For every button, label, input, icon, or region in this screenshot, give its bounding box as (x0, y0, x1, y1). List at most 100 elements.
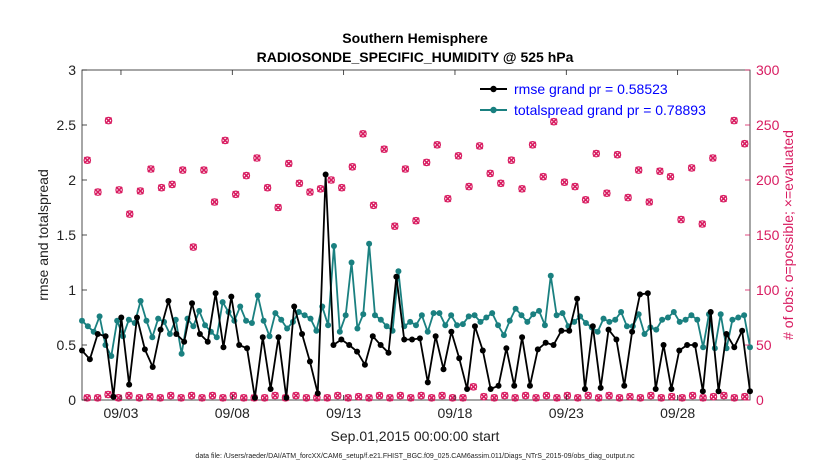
obs-lower-marker-possible (469, 382, 478, 391)
obs-lower-marker-evaluated (605, 392, 613, 400)
obs-lower-marker-possible (302, 393, 311, 402)
rmse-point (456, 355, 463, 362)
y-left-tick-label: 0 (68, 392, 76, 408)
obs-lower-marker-possible (730, 393, 739, 402)
totalspread-point (594, 328, 601, 335)
obs-upper-marker-possible (603, 189, 611, 198)
totalspread-point (272, 310, 279, 317)
obs-lower-marker-possible (406, 393, 415, 402)
rmse-point (668, 386, 675, 392)
obs-upper-marker-evaluated (465, 183, 473, 191)
obs-lower-marker-evaluated (615, 394, 624, 402)
y-left-tick-label: 0.5 (57, 337, 77, 353)
obs-lower-marker-evaluated (365, 394, 373, 402)
obs-upper-marker-possible (295, 179, 304, 188)
rmse-point (283, 394, 290, 401)
obs-upper-marker-evaluated (94, 188, 102, 196)
rmse-point (189, 300, 196, 307)
rmse-point (464, 386, 471, 392)
totalspread-point (149, 334, 156, 341)
totalspread-point (284, 325, 291, 332)
obs-lower-marker-evaluated (355, 393, 363, 401)
rmse-point (377, 342, 384, 348)
x-tick-label: 09/03 (103, 405, 138, 421)
obs-upper-marker-possible (136, 187, 145, 195)
obs-upper-marker-evaluated (232, 190, 240, 198)
obs-lower-marker-evaluated (574, 394, 582, 402)
obs-upper-marker-evaluated (317, 185, 325, 193)
obs-lower-marker-evaluated (396, 392, 404, 400)
totalspread-point (436, 310, 443, 317)
obs-upper-marker-evaluated (338, 184, 346, 192)
obs-lower-marker-evaluated (480, 393, 488, 401)
rmse-point (354, 348, 361, 355)
y-axis-right: 0 50 100 150 200 250 300 (745, 62, 780, 408)
obs-upper-marker-evaluated (157, 184, 166, 192)
totalspread-point (489, 310, 496, 317)
obs-lower-marker-evaluated (626, 393, 634, 401)
obs-lower-marker-possible (490, 393, 499, 402)
obs-lower-marker-evaluated (167, 392, 175, 400)
obs-upper-marker-evaluated (698, 220, 706, 228)
rmse-point (244, 345, 251, 352)
obs-lower-marker-evaluated (177, 394, 185, 402)
rmse-point (157, 326, 164, 333)
obs-upper-marker-evaluated (507, 156, 515, 164)
totalspread-point (248, 320, 255, 326)
totalspread-point (729, 316, 736, 323)
x-tick-label: 09/18 (437, 405, 472, 421)
obs-lower-marker-evaluated (94, 394, 102, 402)
totalspread-point (371, 312, 378, 319)
rmse-point (401, 336, 408, 343)
obs-lower-marker-evaluated (438, 392, 446, 400)
obs-lower-marker-possible (448, 393, 457, 402)
rmse-point (110, 393, 117, 400)
totalspread-point (559, 310, 566, 317)
totalspread-point (623, 323, 630, 330)
totalspread-point (395, 268, 402, 275)
totalspread-point (254, 292, 261, 299)
obs-lower-marker-possible (521, 391, 530, 400)
obs-upper-marker-evaluated (221, 136, 229, 144)
obs-upper-marker-possible (231, 190, 240, 199)
y-axis-left: 0 0.5 1 1.5 2 2.5 3 (57, 62, 87, 408)
obs-upper-marker-evaluated (242, 172, 250, 180)
obs-lower-marker-evaluated (407, 394, 415, 402)
legend-spread-label: totalspread grand pr = 0.78893 (514, 102, 706, 118)
totalspread-point (582, 320, 589, 326)
obs-upper-marker-possible (719, 194, 728, 203)
rmse-point (699, 388, 706, 395)
obs-lower-marker-possible (553, 393, 561, 402)
obs-upper-marker-possible (253, 154, 261, 162)
totalspread-point (172, 316, 179, 323)
obs-lower-marker-possible (459, 393, 467, 402)
obs-lower-marker-evaluated (292, 392, 300, 400)
totalspread-point (506, 317, 513, 324)
obs-lower-marker-possible (615, 393, 624, 402)
rmse-point (314, 390, 321, 397)
obs-lower-marker-evaluated (240, 394, 248, 402)
totalspread-point (79, 317, 85, 324)
obs-upper-marker-possible (613, 150, 622, 159)
y-right-tick-label: 200 (756, 172, 780, 188)
rmse-point (228, 293, 235, 300)
totalspread-point (108, 353, 115, 359)
obs-lower-marker-possible (260, 393, 269, 402)
totalspread-point (664, 314, 671, 321)
totalspread-point (143, 317, 150, 324)
obs-lower-marker-possible (386, 393, 394, 402)
obs-lower-marker-possible (626, 392, 634, 401)
obs-upper-marker-possible (348, 163, 357, 171)
rmse-point (503, 345, 510, 352)
totalspread-point (190, 323, 197, 330)
totalspread-point (430, 310, 437, 317)
totalspread-point (670, 309, 677, 315)
totalspread-point (84, 323, 91, 330)
rmse-point (487, 386, 494, 392)
obs-upper-marker-evaluated (359, 130, 367, 138)
rmse-point (550, 342, 557, 348)
obs-upper-marker-possible (359, 130, 367, 138)
obs-upper-marker-evaluated (285, 159, 293, 168)
obs-lower-marker-possible (636, 393, 645, 402)
rmse-point (196, 331, 203, 337)
